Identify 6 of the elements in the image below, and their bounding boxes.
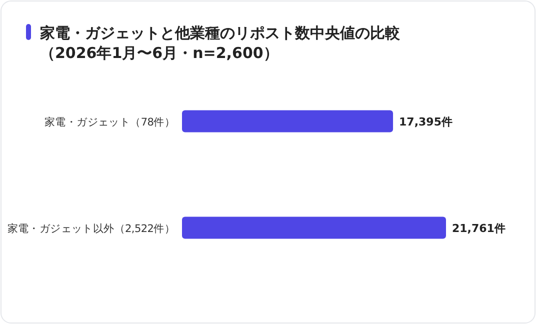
data-label: 21,761件 bbox=[452, 222, 506, 235]
chart-title: 家電・ガジェットと他業種のリポスト数中央値の比較 bbox=[39, 24, 401, 42]
chart-subtitle: （2026年1月〜6月・n=2,600） bbox=[40, 44, 278, 62]
data-label: 17,395件 bbox=[399, 115, 452, 128]
y-tick-label: 家電・ガジェット以外（2,522件） bbox=[7, 222, 175, 235]
y-tick-label: 家電・ガジェット（78件） bbox=[44, 115, 175, 128]
